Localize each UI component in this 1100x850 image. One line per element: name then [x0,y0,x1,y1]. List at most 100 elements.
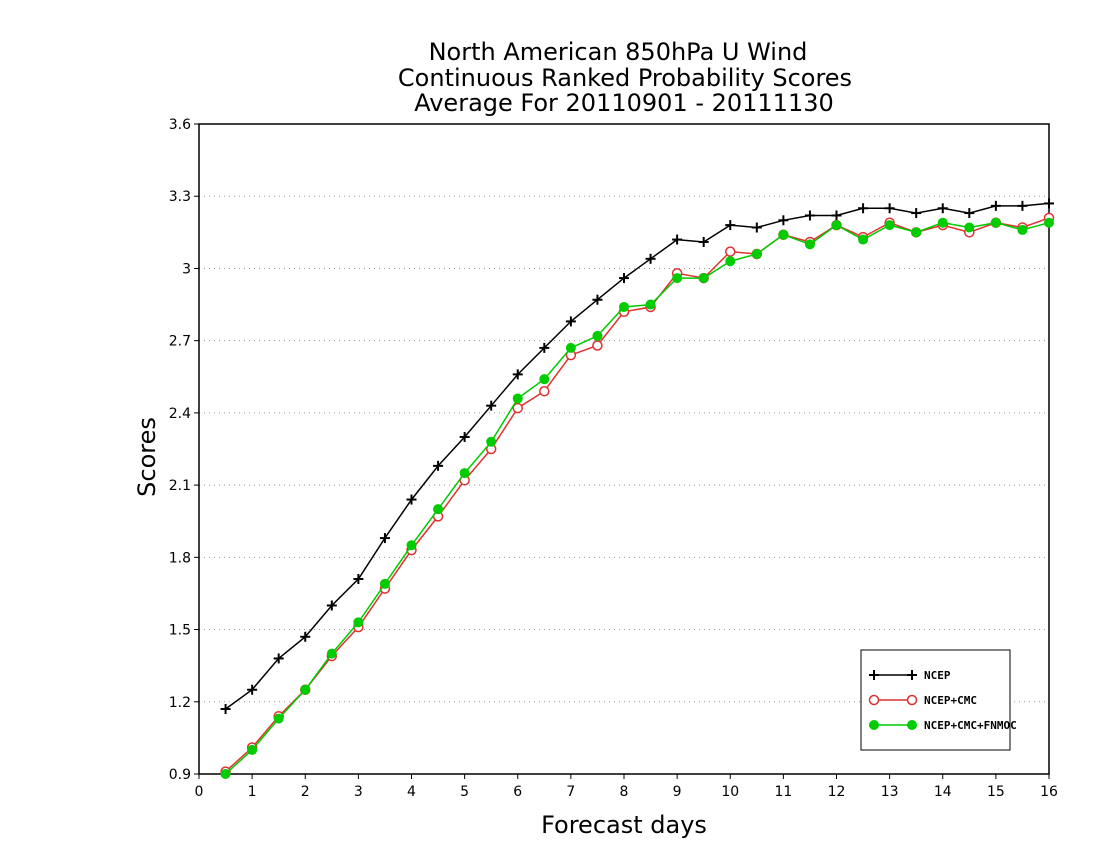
data-point-ncep [778,215,789,226]
chart-title-line-1: North American 850hPa U Wind [429,38,808,66]
data-point-ncep-cmc-fnmoc [273,713,284,724]
y-tick-label: 2.7 [169,334,191,350]
x-tick-label: 0 [195,784,204,800]
data-point-ncep [486,400,497,411]
x-tick-label: 12 [828,784,846,800]
data-point-ncep-cmc-fnmoc [1017,224,1028,235]
x-axis-label: Forecast days [541,811,707,839]
data-point-ncep-cmc-fnmoc [804,239,815,250]
data-point-ncep [884,203,895,214]
data-point-ncep-cmc-fnmoc [247,744,258,755]
x-tick-label: 16 [1040,784,1058,800]
data-point-ncep [1017,200,1028,211]
x-tick-label: 9 [673,784,682,800]
data-point-ncep-cmc-fnmoc [539,374,550,385]
x-tick-label: 14 [934,784,952,800]
data-point-ncep [326,600,337,611]
data-point-ncep-cmc [592,340,603,351]
x-axis-ticks: 0 1 2 3 4 5 6 7 8 9 10 11 12 13 14 15 16 [195,774,1058,800]
x-tick-label: 10 [721,784,739,800]
legend-label-ncep: NCEP [924,669,951,682]
y-tick-label: 0.9 [169,767,191,783]
data-point-ncep-cmc-fnmoc [698,273,709,284]
data-point-ncep [592,294,603,305]
legend-marker-ncep-cmc [906,694,918,706]
data-point-ncep [725,220,736,231]
data-point-ncep [406,494,417,505]
data-point-ncep-cmc-fnmoc [858,234,869,245]
legend-marker-ncep-cmc [868,694,880,706]
y-tick-label: 2.4 [169,406,191,422]
y-tick-label: 3.3 [169,189,191,205]
data-point-ncep-cmc-fnmoc [433,504,444,515]
chart-title-line-2: Continuous Ranked Probability Scores [398,64,852,92]
data-point-ncep-cmc [512,402,523,414]
y-axis-label: Scores [133,417,161,497]
data-point-ncep-cmc-fnmoc [751,249,762,259]
data-point-ncep [619,273,629,284]
data-point-ncep-cmc-fnmoc [459,468,470,479]
data-point-ncep-cmc-fnmoc [592,330,603,341]
data-point-ncep-cmc-fnmoc [884,220,895,231]
data-point-ncep-cmc [725,246,736,257]
data-point-ncep-cmc-fnmoc [725,256,736,267]
data-point-ncep-cmc-fnmoc [326,648,337,659]
data-point-ncep-cmc-fnmoc [1044,217,1054,228]
y-tick-label: 1.2 [169,695,191,711]
data-point-ncep [353,574,364,584]
series-group [220,198,1055,779]
x-tick-label: 7 [566,784,575,800]
legend-label-ncep-cmc: NCEP+CMC [924,694,977,707]
data-point-ncep [220,704,231,714]
data-point-ncep [539,342,550,353]
data-point-ncep [512,369,523,380]
data-point-ncep [751,222,762,233]
data-point-ncep [459,431,470,442]
data-point-ncep-cmc-fnmoc [619,301,629,312]
x-tick-label: 4 [407,784,416,800]
data-point-ncep [937,203,948,214]
series-ncep [220,198,1054,714]
data-point-ncep [300,631,311,642]
data-point-ncep-cmc-fnmoc [964,222,975,233]
chart-title-line-3: Average For 20110901 - 20111130 [414,89,834,117]
legend-items: NCEP NCEP+CMC NCEP+CMC+FNMOC [868,669,1017,732]
data-point-ncep-cmc-fnmoc [831,220,842,231]
y-axis-ticks: 0.9 1.2 1.5 1.8 2.1 2.4 2.7 3 3.3 3.6 [169,117,199,783]
x-tick-label: 13 [881,784,899,800]
x-tick-label: 6 [513,784,522,800]
y-tick-label: 3.6 [169,117,191,133]
data-point-ncep [831,210,842,221]
x-tick-label: 5 [460,784,469,800]
y-tick-label: 1.8 [169,550,191,566]
data-point-ncep-cmc-fnmoc [379,578,390,589]
y-tick-label: 3 [182,261,191,277]
y-tick-label: 1.5 [169,623,191,639]
data-point-ncep [990,200,1001,211]
x-tick-label: 8 [620,784,629,800]
data-point-ncep-cmc-fnmoc [937,217,948,228]
series-ncep-cmc-fnmoc [220,217,1054,779]
data-point-ncep [433,460,444,471]
x-tick-label: 11 [774,784,792,800]
data-point-ncep [698,236,709,247]
data-point-ncep-cmc-fnmoc [512,393,523,404]
legend-marker-ncep-cmc-fnmoc [907,720,917,730]
x-tick-label: 15 [987,784,1005,800]
legend-marker-ncep [869,670,879,680]
data-point-ncep-cmc-fnmoc [220,769,231,779]
data-point-ncep-cmc-fnmoc [353,617,364,628]
data-point-ncep [964,208,975,219]
y-tick-label: 2.1 [169,478,191,494]
data-point-ncep-cmc-fnmoc [406,540,417,551]
data-point-ncep-cmc-fnmoc [911,227,922,238]
data-point-ncep [1044,198,1054,209]
data-point-ncep-cmc-fnmoc [990,217,1001,228]
x-tick-label: 1 [248,784,257,800]
data-point-ncep [379,533,390,544]
data-point-ncep [672,234,683,245]
data-point-ncep [804,210,815,221]
data-point-ncep [911,208,922,219]
data-point-ncep [565,316,576,327]
